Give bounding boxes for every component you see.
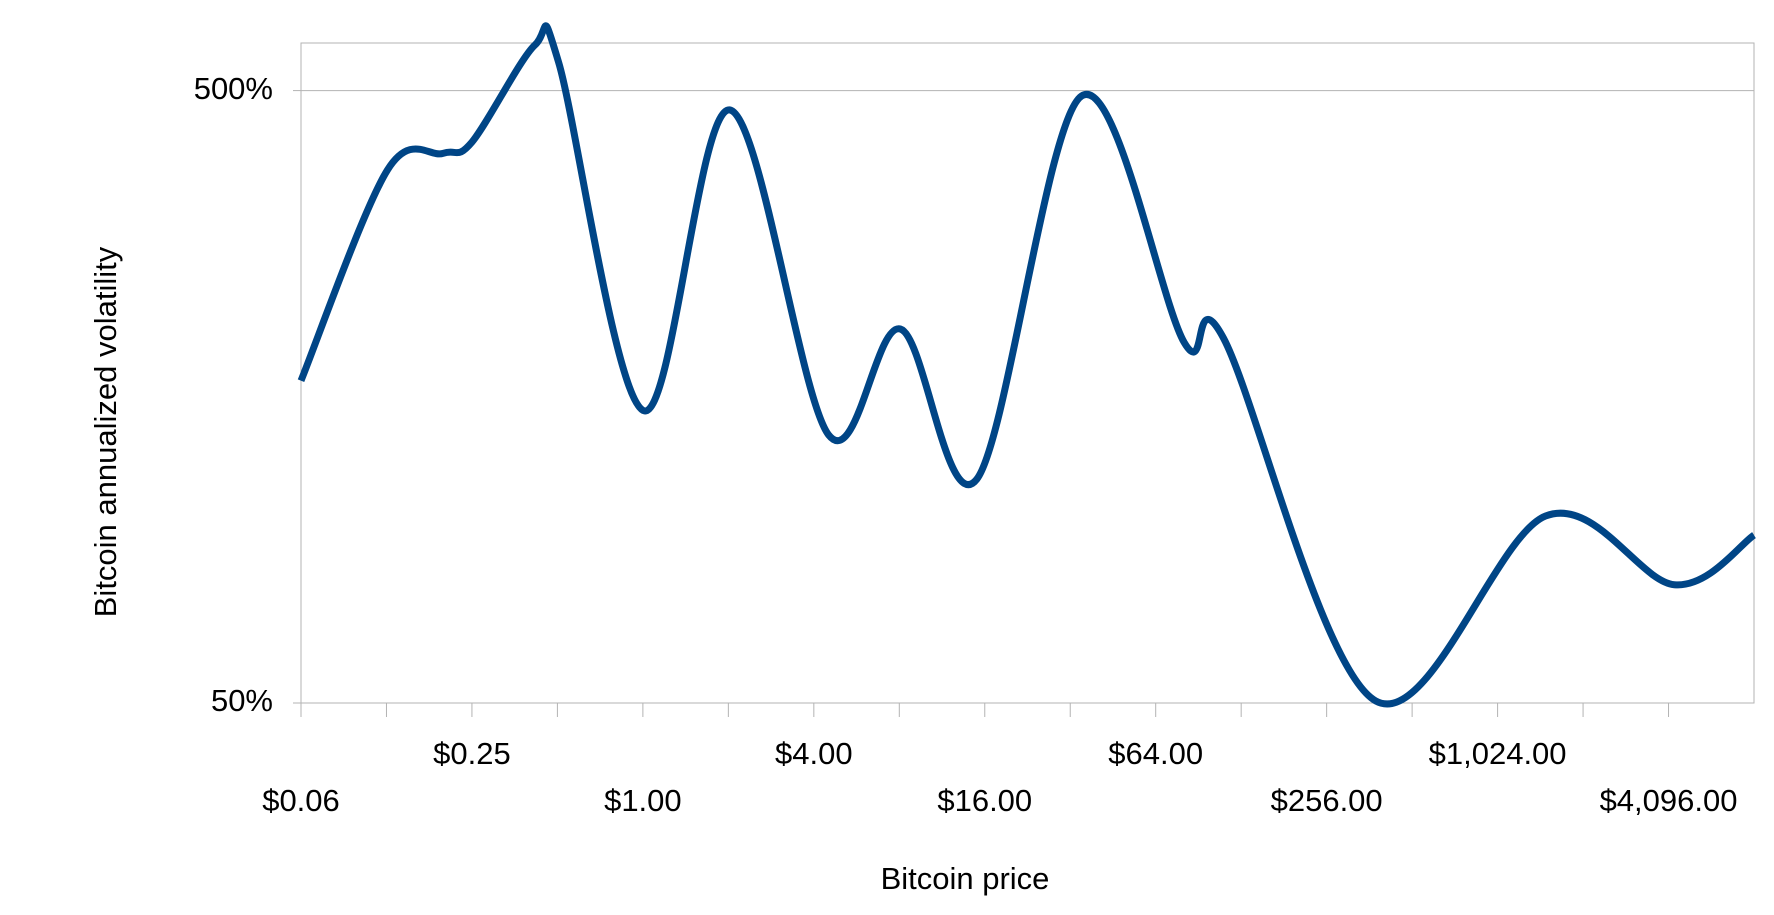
x-tick-label: $1,024.00	[1429, 736, 1567, 771]
x-tick-label: $64.00	[1108, 736, 1203, 771]
x-tick-label: $256.00	[1271, 783, 1383, 818]
y-tick-label: 50%	[211, 683, 273, 718]
x-tick-label: $0.06	[262, 783, 340, 818]
plot-frame	[300, 42, 1755, 704]
x-tick-label: $16.00	[937, 783, 1032, 818]
data-line	[297, 22, 1757, 708]
x-tick-label: $4,096.00	[1600, 783, 1738, 818]
x-axis-title: Bitcoin price	[881, 861, 1050, 896]
y-axis-title: Bitcoin annualized volatility	[88, 246, 123, 617]
x-tick-label: $1.00	[604, 783, 682, 818]
x-tick-label: $0.25	[433, 736, 511, 771]
y-tick-label: 500%	[194, 71, 273, 106]
x-tick-label: $4.00	[775, 736, 853, 771]
